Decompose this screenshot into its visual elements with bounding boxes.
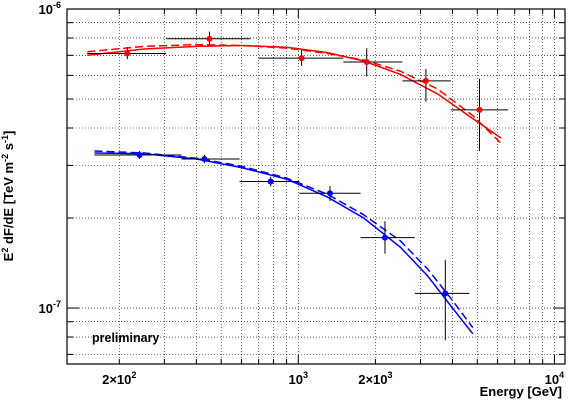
point-marker bbox=[206, 35, 213, 42]
fit-curve-dashed bbox=[94, 150, 474, 329]
data-point bbox=[360, 221, 415, 254]
point-marker bbox=[442, 290, 449, 297]
data-point bbox=[299, 185, 361, 202]
y-tick-label: 10-6 bbox=[39, 0, 61, 17]
data-point bbox=[402, 69, 452, 102]
data-point bbox=[181, 154, 240, 164]
fit-curve-dashed bbox=[87, 43, 502, 145]
fit-curves bbox=[87, 43, 502, 335]
point-marker bbox=[363, 58, 370, 65]
point-marker bbox=[422, 77, 429, 84]
preliminary-annotation: preliminary bbox=[92, 331, 159, 345]
point-marker bbox=[124, 50, 131, 57]
data-point bbox=[94, 151, 182, 160]
x-tick-label: 103 bbox=[289, 370, 308, 387]
axis-ticks: 2×102 103 2×103 104 10-6 10-7 bbox=[39, 0, 565, 387]
data-point bbox=[166, 31, 251, 46]
x-axis-label: Energy [GeV] bbox=[480, 384, 562, 399]
data-point bbox=[258, 49, 344, 66]
point-marker bbox=[327, 190, 334, 197]
grid bbox=[67, 8, 565, 364]
data-point bbox=[451, 78, 509, 152]
data-point bbox=[343, 48, 403, 77]
x-tick-label: 2×102 bbox=[102, 370, 136, 387]
plot-frame bbox=[66, 8, 566, 365]
point-marker bbox=[267, 178, 274, 185]
data-point bbox=[414, 259, 470, 341]
fit-curve-solid bbox=[94, 152, 474, 335]
point-marker bbox=[298, 55, 305, 62]
fit-curve-solid bbox=[87, 44, 502, 139]
x-tick-label: 104 bbox=[545, 370, 564, 387]
data-point bbox=[239, 176, 300, 187]
point-marker bbox=[136, 151, 143, 158]
y-tick-label: 10-7 bbox=[39, 299, 61, 316]
y-axis-label: E2 dF/dE [TeV m-2 s-1] bbox=[0, 131, 16, 262]
data-point bbox=[87, 47, 167, 60]
point-marker bbox=[201, 156, 208, 163]
point-marker bbox=[381, 234, 388, 241]
point-marker bbox=[476, 106, 483, 113]
x-tick-label: 2×103 bbox=[358, 370, 392, 387]
data-points bbox=[87, 31, 509, 341]
